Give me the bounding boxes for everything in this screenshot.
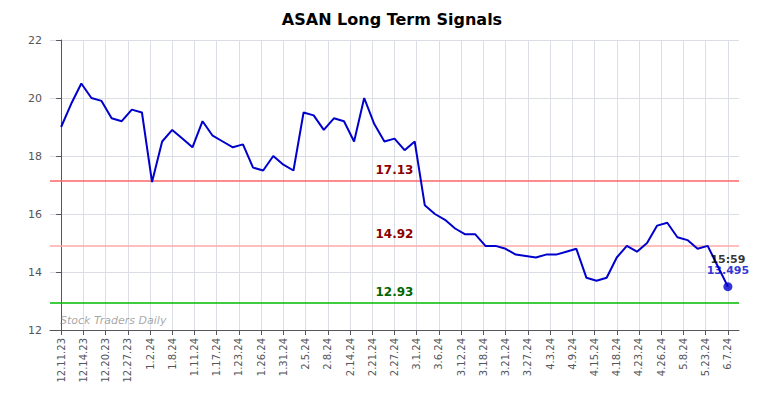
svg-text:1.2.24: 1.2.24 (145, 338, 156, 370)
svg-text:1.23.24: 1.23.24 (233, 338, 244, 376)
svg-text:12.14.23: 12.14.23 (78, 338, 89, 383)
svg-text:2.14.24: 2.14.24 (345, 338, 356, 376)
svg-text:2.21.24: 2.21.24 (367, 338, 378, 376)
svg-text:4.9.24: 4.9.24 (567, 338, 578, 370)
svg-text:2.8.24: 2.8.24 (322, 338, 333, 370)
svg-text:14.92: 14.92 (376, 227, 414, 241)
svg-text:1.8.24: 1.8.24 (167, 338, 178, 370)
svg-text:3.27.24: 3.27.24 (522, 338, 533, 376)
svg-text:4.3.24: 4.3.24 (545, 338, 556, 370)
svg-text:6.7.24: 6.7.24 (722, 338, 733, 370)
svg-text:4.15.24: 4.15.24 (589, 338, 600, 376)
svg-text:12.11.23: 12.11.23 (56, 338, 67, 383)
svg-text:1.17.24: 1.17.24 (211, 338, 222, 376)
svg-text:18: 18 (28, 150, 42, 163)
svg-text:1.11.24: 1.11.24 (189, 338, 200, 376)
svg-text:2.5.24: 2.5.24 (300, 338, 311, 370)
svg-text:20: 20 (28, 92, 42, 105)
svg-text:ASAN Long Term Signals: ASAN Long Term Signals (282, 10, 502, 29)
svg-text:1.26.24: 1.26.24 (256, 338, 267, 376)
svg-text:3.6.24: 3.6.24 (433, 338, 444, 370)
svg-text:12: 12 (28, 324, 42, 337)
svg-text:3.12.24: 3.12.24 (456, 338, 467, 376)
svg-text:12.27.23: 12.27.23 (122, 338, 133, 383)
svg-text:Stock Traders Daily: Stock Traders Daily (60, 314, 167, 327)
svg-text:5.23.24: 5.23.24 (700, 338, 711, 376)
svg-text:3.21.24: 3.21.24 (500, 338, 511, 376)
svg-text:5.8.24: 5.8.24 (678, 338, 689, 370)
svg-text:12.93: 12.93 (376, 285, 414, 299)
svg-text:4.23.24: 4.23.24 (633, 338, 644, 376)
svg-text:15:59: 15:59 (710, 253, 746, 267)
svg-text:13.495: 13.495 (707, 264, 749, 277)
svg-text:4.26.24: 4.26.24 (656, 338, 667, 376)
svg-text:3.18.24: 3.18.24 (478, 338, 489, 376)
svg-text:3.1.24: 3.1.24 (411, 338, 422, 370)
svg-text:16: 16 (28, 208, 42, 221)
svg-text:1.31.24: 1.31.24 (278, 338, 289, 376)
svg-text:4.18.24: 4.18.24 (611, 338, 622, 376)
svg-text:14: 14 (28, 266, 42, 279)
svg-text:12.20.23: 12.20.23 (100, 338, 111, 383)
svg-text:17.13: 17.13 (376, 163, 414, 177)
svg-text:22: 22 (28, 34, 42, 47)
svg-text:2.27.24: 2.27.24 (389, 338, 400, 376)
